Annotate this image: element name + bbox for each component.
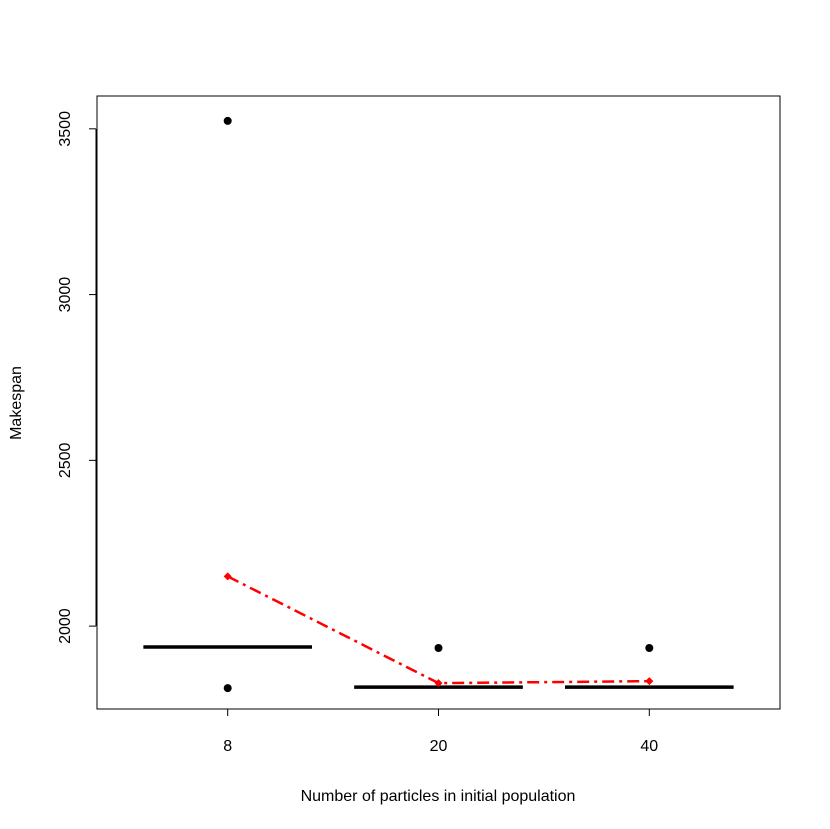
x-tick-label: 8 xyxy=(223,738,232,755)
y-axis-label: Makespan xyxy=(8,366,25,440)
x-axis-label: Number of particles in initial populatio… xyxy=(301,788,576,805)
plot-frame xyxy=(96,95,781,710)
x-tick-label: 40 xyxy=(640,738,658,755)
x-tick-label: 20 xyxy=(430,738,448,755)
y-tick-label: 3500 xyxy=(57,111,74,147)
mean-point xyxy=(645,677,654,686)
mean-point xyxy=(434,679,443,688)
outlier-point xyxy=(223,116,232,125)
mean-line xyxy=(227,575,650,685)
outlier-point xyxy=(645,643,654,652)
y-tick-label: 3000 xyxy=(57,277,74,313)
outlier-point xyxy=(223,684,232,693)
y-tick-label: 2000 xyxy=(57,608,74,644)
mean-point xyxy=(223,572,232,581)
outlier-point xyxy=(434,643,443,652)
y-tick-label: 2500 xyxy=(57,442,74,478)
